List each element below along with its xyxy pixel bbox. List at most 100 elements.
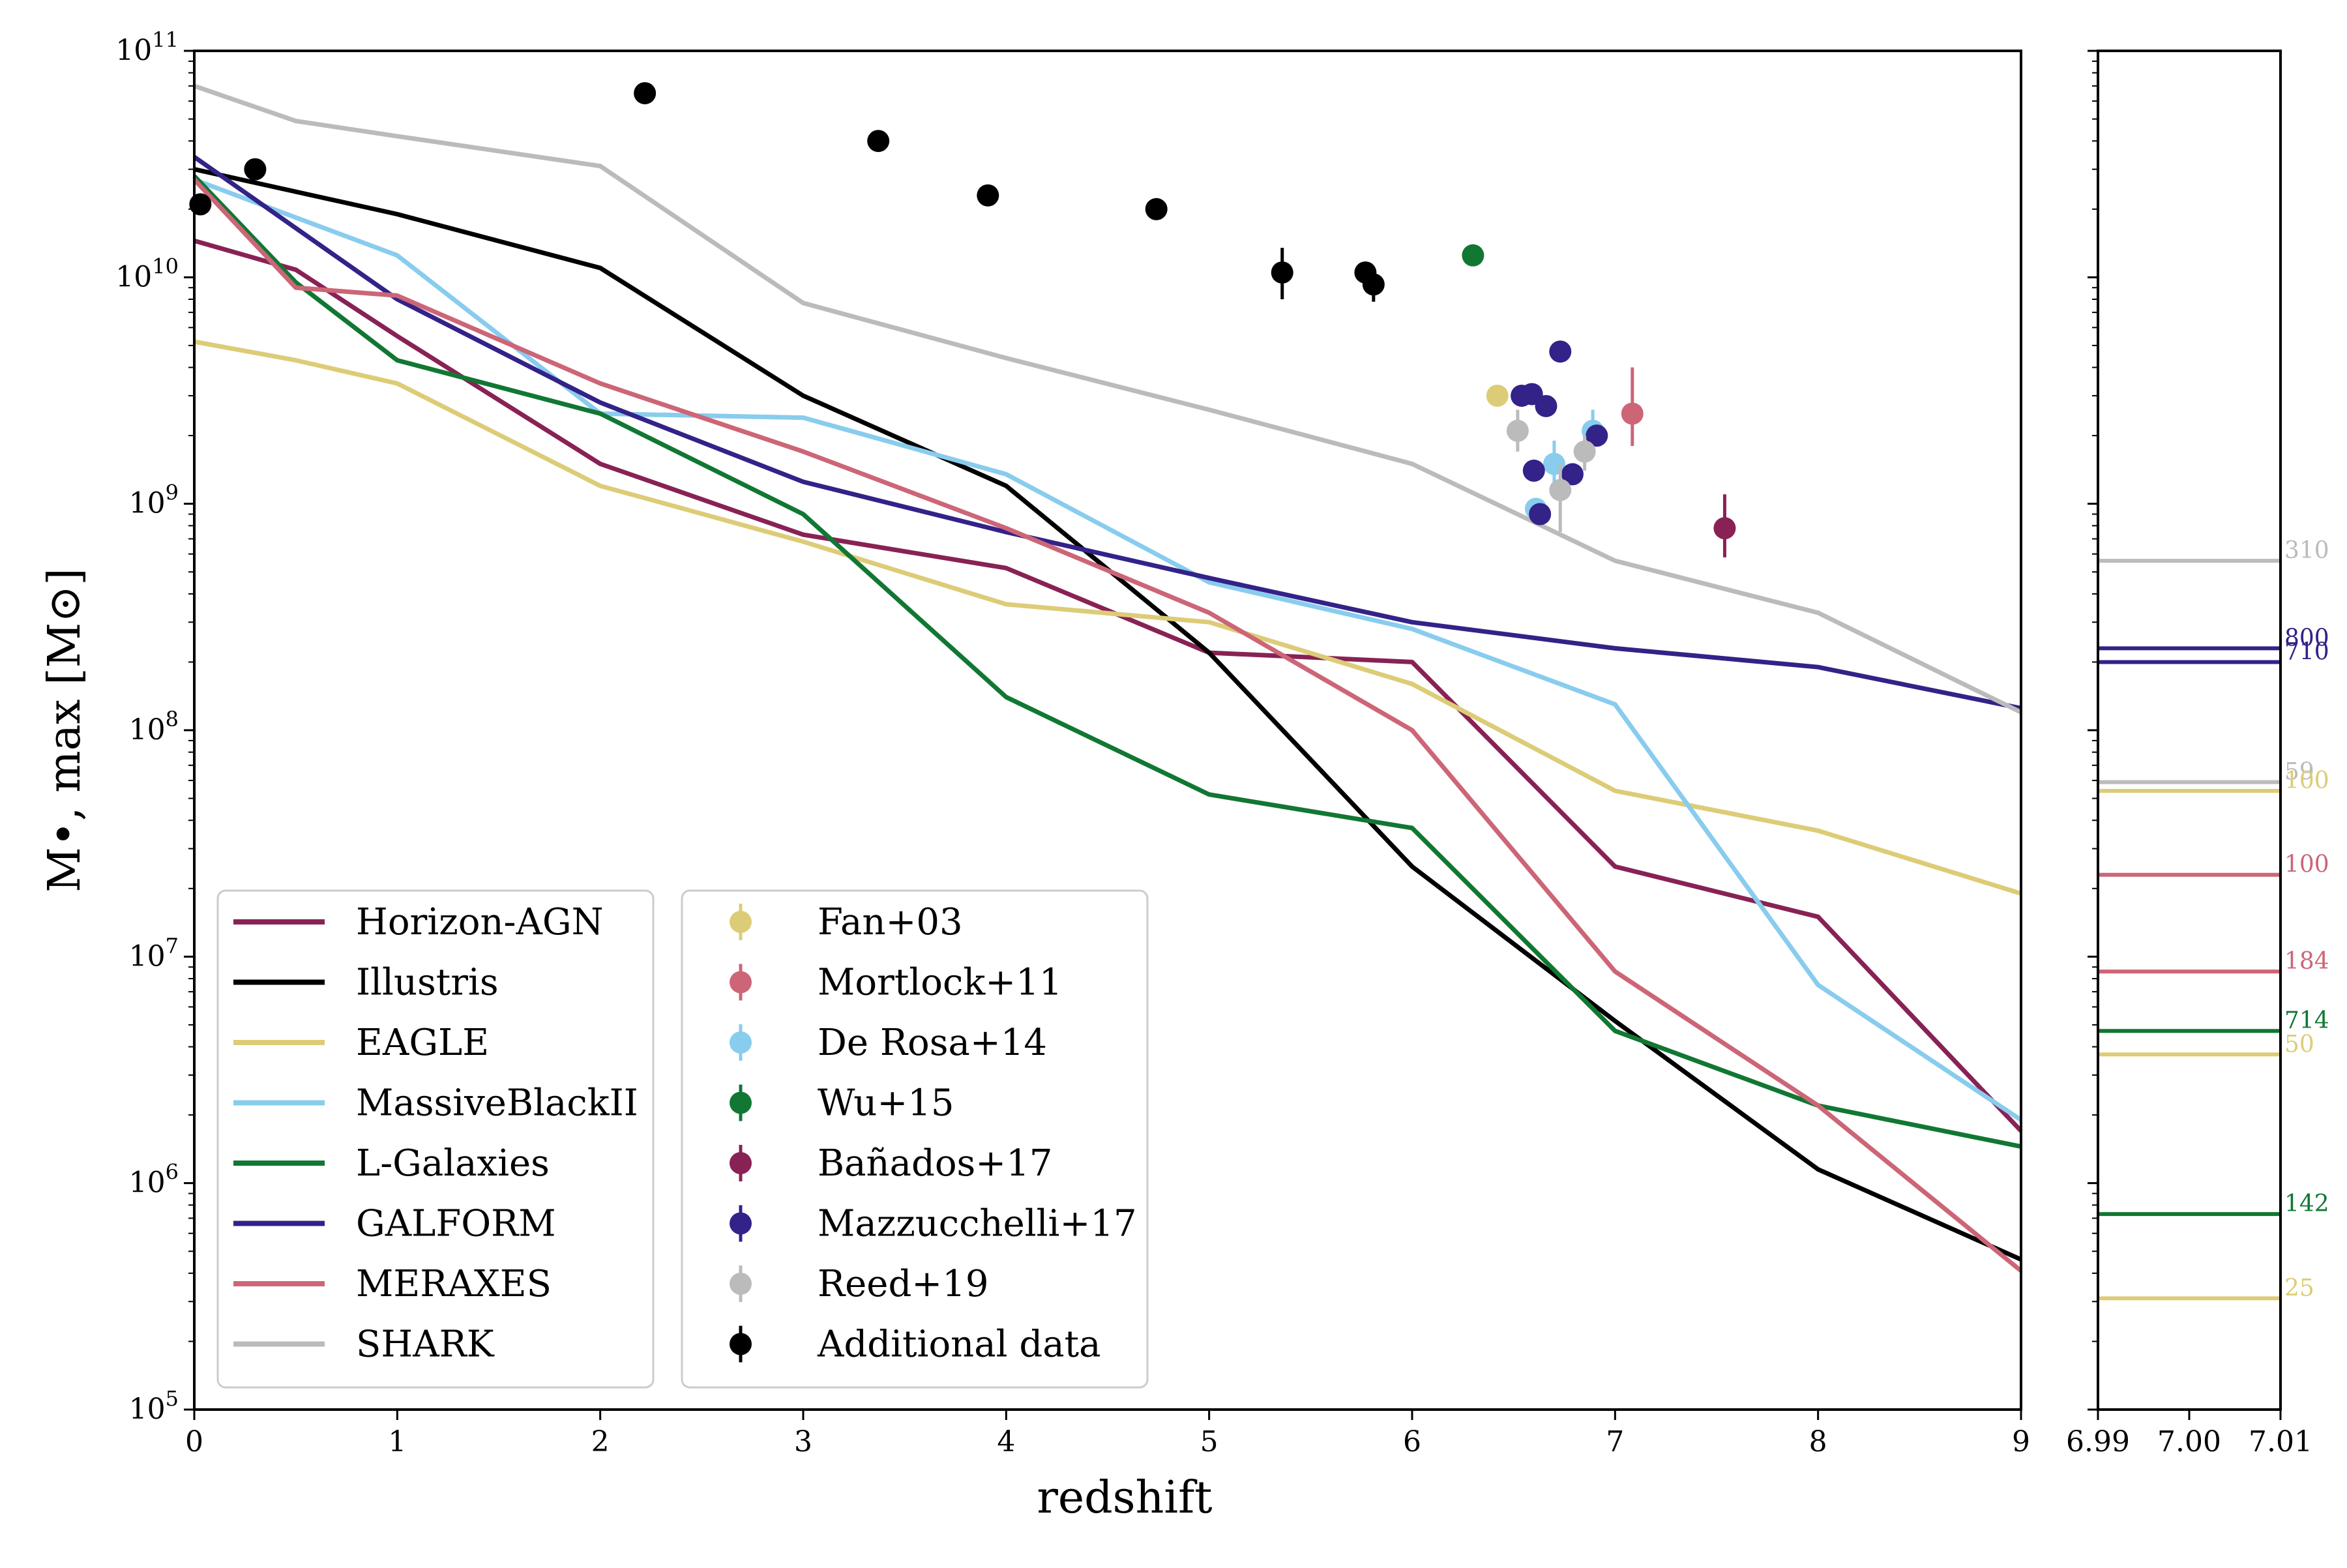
legend-label: GALFORM xyxy=(356,1203,556,1245)
y-tick-label: 108 xyxy=(129,707,179,747)
inset-axis-ticks: 6.99 7.00 7.01 xyxy=(2066,50,2312,1458)
obs-point-additional-data xyxy=(244,158,267,181)
y-axis-title: M•, max [M⊙] xyxy=(39,568,91,893)
legend-label: MERAXES xyxy=(356,1263,552,1305)
obs-point-reed-19 xyxy=(1506,419,1529,442)
x-tick-label: 9 xyxy=(2012,1425,2030,1458)
main-observations xyxy=(189,81,1736,557)
y-tick-exponent: 8 xyxy=(166,707,179,732)
legend-label: Reed+19 xyxy=(818,1263,988,1305)
x-tick-label: 2 xyxy=(591,1425,610,1458)
x-tick-label: 1 xyxy=(388,1425,406,1458)
obs-point-additional-data xyxy=(1362,273,1385,296)
y-tick-base: 10 xyxy=(115,34,152,67)
y-tick-exponent: 7 xyxy=(166,933,179,958)
y-tick-label: 106 xyxy=(129,1160,179,1200)
obs-point-mazzucchelli-17 xyxy=(1549,340,1572,363)
legend-label: Mortlock+11 xyxy=(818,962,1062,1004)
inset-x-tick-label: 7.00 xyxy=(2157,1425,2221,1458)
legend-label: SHARK xyxy=(356,1324,495,1366)
series-line-meraxes xyxy=(192,178,2023,1273)
obs-point-mazzucchelli-17 xyxy=(1586,424,1608,447)
obs-point-additional-data xyxy=(1145,198,1168,220)
y-tick-label: 109 xyxy=(129,481,179,520)
inset-label: 100 xyxy=(2284,767,2329,794)
legend-label: MassiveBlackII xyxy=(356,1082,638,1125)
obs-point-mazzucchelli-17 xyxy=(1535,394,1557,417)
series-line-galform xyxy=(192,155,2022,711)
y-tick-label: 107 xyxy=(129,933,179,973)
legend-label: Illustris xyxy=(356,962,499,1004)
inset-label: 142 xyxy=(2284,1191,2329,1217)
inset-x-tick-label: 6.99 xyxy=(2066,1425,2130,1458)
obs-point-additional-data xyxy=(977,184,999,207)
series-line-horizon-agn xyxy=(194,238,2023,1133)
x-tick-label: 5 xyxy=(1200,1425,1218,1458)
obs-point-additional-data xyxy=(1271,261,1293,284)
inset-label: 800 xyxy=(2284,625,2329,651)
y-tick-base: 10 xyxy=(115,260,152,293)
legend-marker xyxy=(730,1333,752,1355)
x-tick-label: 7 xyxy=(1606,1425,1624,1458)
x-tick-label: 4 xyxy=(997,1425,1015,1458)
obs-point-mazzucchelli-17 xyxy=(1522,459,1545,482)
x-tick-label: 3 xyxy=(794,1425,812,1458)
obs-point-mazzucchelli-17 xyxy=(1561,463,1584,486)
inset-label: 25 xyxy=(2284,1275,2314,1301)
main-series-lines xyxy=(192,83,2023,1273)
legend-marker xyxy=(730,1212,752,1235)
obs-point-wu-15 xyxy=(1462,244,1484,267)
series-line-massiveblackii xyxy=(193,177,2022,1122)
inset-label: 50 xyxy=(2284,1031,2314,1058)
legend-marker xyxy=(730,911,752,933)
y-tick-base: 10 xyxy=(129,1393,166,1426)
legend-label: Wu+15 xyxy=(818,1082,954,1125)
series-line-eagle xyxy=(194,339,2022,896)
legend-marker xyxy=(730,1152,752,1174)
inset-label: 714 xyxy=(2284,1007,2329,1034)
x-tick-label: 8 xyxy=(1809,1425,1827,1458)
y-tick-exponent: 9 xyxy=(166,481,179,505)
y-tick-exponent: 5 xyxy=(166,1386,179,1411)
y-tick-label: 1010 xyxy=(115,254,179,293)
obs-point-mortlock-11 xyxy=(1621,402,1644,425)
legend-observations: Fan+03 Mortlock+11 De Rosa+14 Wu+15 Bañados+… xyxy=(681,889,1149,1389)
y-tick-label: 105 xyxy=(129,1386,179,1426)
y-tick-exponent: 6 xyxy=(166,1160,179,1185)
obs-point-additional-data xyxy=(634,81,657,104)
legend-label: L-Galaxies xyxy=(356,1142,550,1185)
inset-label: 59 xyxy=(2284,759,2314,786)
legend-observations-frame xyxy=(681,889,1149,1389)
inset-label: 310 xyxy=(2284,537,2329,564)
y-tick-base: 10 xyxy=(129,487,166,520)
obs-point-fan-03 xyxy=(1486,384,1509,407)
inset-label: 184 xyxy=(2284,948,2329,975)
obs-point-additional-data xyxy=(867,130,890,153)
y-tick-base: 10 xyxy=(129,939,166,973)
y-tick-exponent: 10 xyxy=(152,254,179,278)
y-tick-exponent: 11 xyxy=(152,27,179,52)
x-axis-title: redshift xyxy=(1037,1472,1212,1524)
legend-marker xyxy=(730,1031,752,1054)
series-line-l-galaxies xyxy=(192,174,2022,1149)
legend-marker xyxy=(730,1091,752,1114)
obs-point-additional-data xyxy=(189,193,212,216)
legend-label: EAGLE xyxy=(356,1022,489,1064)
y-tick-label: 1011 xyxy=(115,27,179,67)
legend-marker xyxy=(730,1273,752,1295)
inset-label: 710 xyxy=(2284,638,2329,665)
legend-models: Horizon-AGN Illustris EAGLE MassiveBlackII L… xyxy=(216,889,655,1389)
legend-label: Fan+03 xyxy=(818,901,963,943)
legend-label: De Rosa+14 xyxy=(818,1022,1047,1064)
legend-label: Mazzucchelli+17 xyxy=(818,1203,1137,1245)
series-line-shark xyxy=(193,83,2022,715)
inset-x-tick-label: 7.01 xyxy=(2249,1425,2312,1458)
legend-models-frame xyxy=(216,889,655,1389)
obs-point-mazzucchelli-17 xyxy=(1529,503,1552,525)
inset-label: 100 xyxy=(2284,851,2329,878)
legend-label: Bañados+17 xyxy=(818,1142,1052,1185)
